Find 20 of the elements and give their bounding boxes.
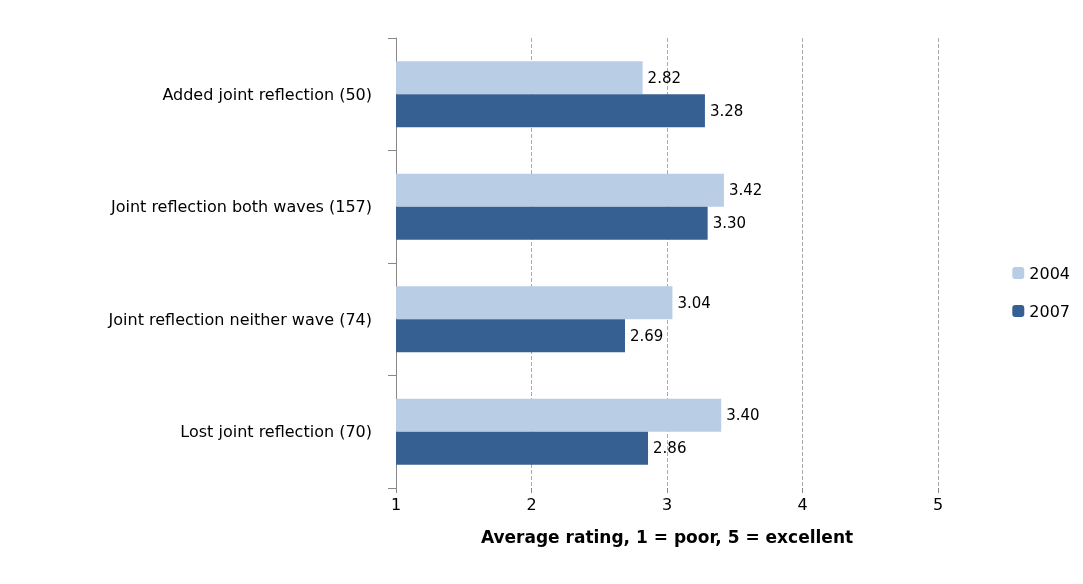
y-tick-label: Lost joint reflection (70): [180, 422, 372, 442]
x-axis-title: Average rating, 1 = poor, 5 = excellent: [480, 526, 854, 547]
data-label: 3.40: [726, 406, 760, 425]
x-tick-label: 2: [526, 494, 537, 514]
x-tick-label: 5: [932, 494, 944, 514]
legend-label: 2007: [1029, 301, 1070, 321]
data-label: 2.86: [653, 439, 687, 458]
y-tick-label: Joint reflection neither wave (74): [107, 309, 372, 329]
y-tick-label: Joint reflection both waves (157): [109, 197, 372, 217]
data-label: 3.42: [728, 181, 763, 200]
y-tick-label: Added joint reflection (50): [162, 84, 372, 104]
data-label: 3.28: [709, 101, 744, 120]
x-tick-label: 4: [797, 494, 808, 514]
data-label: 2.82: [647, 68, 682, 87]
data-label: 3.30: [712, 214, 747, 233]
data-label: 2.69: [629, 326, 664, 345]
x-tick-label: 1: [390, 494, 402, 514]
x-tick-label: 3: [661, 494, 673, 514]
legend-label: 2004: [1029, 263, 1070, 283]
data-label: 3.04: [677, 293, 711, 312]
